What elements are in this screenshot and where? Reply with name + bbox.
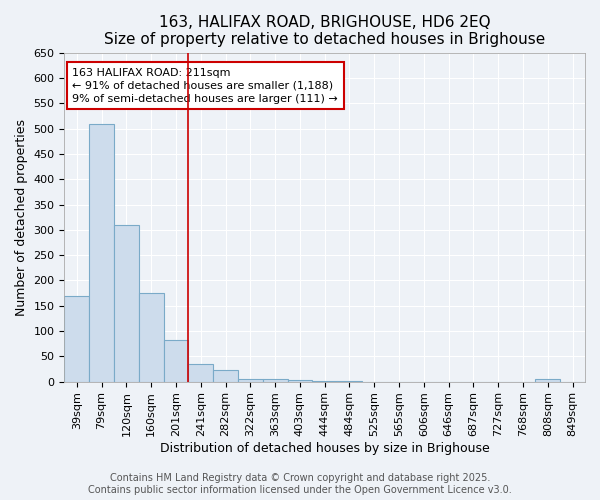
Title: 163, HALIFAX ROAD, BRIGHOUSE, HD6 2EQ
Size of property relative to detached hous: 163, HALIFAX ROAD, BRIGHOUSE, HD6 2EQ Si… [104,15,545,48]
Bar [263,379,287,382]
Bar [89,124,114,382]
Bar [313,381,337,382]
Bar [213,370,238,382]
Text: 163 HALIFAX ROAD: 211sqm
← 91% of detached houses are smaller (1,188)
9% of semi: 163 HALIFAX ROAD: 211sqm ← 91% of detach… [72,68,338,104]
Bar [114,225,139,382]
Bar [164,340,188,382]
Bar [139,293,164,382]
Text: Contains HM Land Registry data © Crown copyright and database right 2025.
Contai: Contains HM Land Registry data © Crown c… [88,474,512,495]
Bar [188,364,213,382]
Bar [64,296,89,382]
Bar [337,381,362,382]
Y-axis label: Number of detached properties: Number of detached properties [15,118,28,316]
Bar [535,379,560,382]
X-axis label: Distribution of detached houses by size in Brighouse: Distribution of detached houses by size … [160,442,490,455]
Bar [287,380,313,382]
Bar [238,379,263,382]
